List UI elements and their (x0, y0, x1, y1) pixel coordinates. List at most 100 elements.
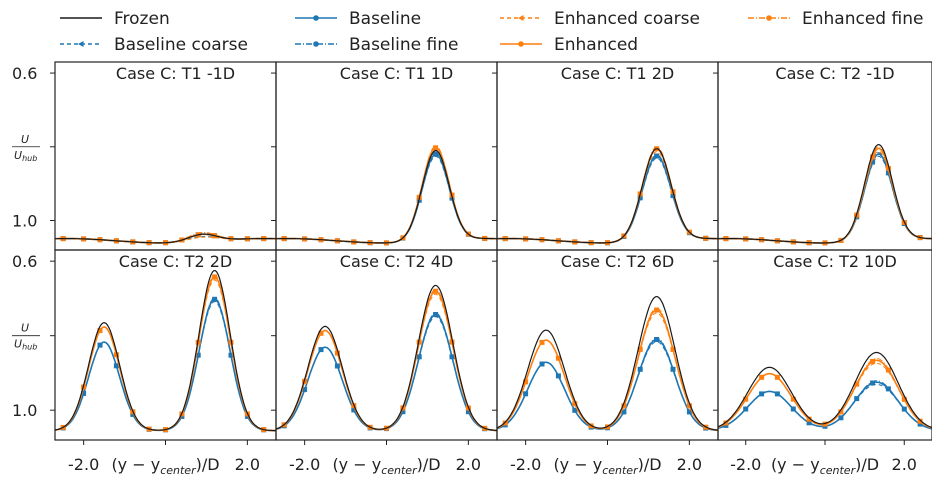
legend-label-baseline_coarse: Baseline coarse (114, 35, 248, 55)
data-point-baseline (885, 386, 891, 392)
panel-plot-area (718, 351, 932, 430)
series-line-baseline_coarse (718, 155, 932, 244)
data-point-enhanced (433, 288, 439, 294)
legend-marker-baseline (313, 15, 319, 21)
panel-frame (717, 61, 932, 251)
panel-title: Case C: T1 2D (561, 64, 674, 83)
legend-label-baseline_fine: Baseline fine (349, 35, 458, 55)
legend-marker-baseline_fine (313, 41, 319, 47)
series-line-enhanced (718, 147, 932, 244)
data-point-baseline (806, 420, 812, 426)
series-line-baseline (276, 313, 497, 432)
x-tick-label: -2.0 (730, 455, 761, 474)
panel-1: Case C: T1 -1D (50, 61, 277, 251)
panel-plot-area (276, 284, 497, 432)
series-line-enhanced_fine (718, 357, 932, 429)
data-point-enhanced (743, 396, 749, 402)
panel-title: Case C: T1 1D (340, 64, 453, 83)
series-line-frozen (718, 143, 932, 244)
x-tick-label: 2.0 (235, 455, 260, 474)
data-point-baseline (790, 406, 796, 412)
legend-marker-enhanced_fine (766, 15, 772, 21)
series-line-enhanced_coarse (497, 312, 718, 431)
x-axis-label: (y − ycenter)/D (111, 455, 219, 477)
y-tick-label: 0.6 (12, 64, 37, 83)
series-line-enhanced_fine (497, 146, 718, 244)
data-point-enhanced (854, 381, 860, 387)
series-line-enhanced_coarse (55, 279, 276, 432)
series-line-enhanced_fine (276, 288, 497, 431)
panel-title: Case C: T2 4D (340, 252, 453, 271)
panel-frame (54, 61, 277, 251)
panel-plot-area (55, 231, 276, 246)
legend: Frozen Baseline coarse Baseline Baseline fi… (60, 9, 923, 55)
series-line-enhanced (718, 359, 932, 429)
panel-title: Case C: T1 -1D (116, 64, 235, 83)
data-point-enhanced (870, 358, 876, 364)
x-axis-label: (y − ycenter)/D (332, 455, 440, 477)
panel-frame (496, 249, 719, 441)
panel-title: Case C: T2 10D (773, 252, 897, 271)
data-point-enhanced (433, 145, 439, 151)
data-point-enhanced (885, 165, 891, 171)
series-line-frozen (276, 149, 497, 244)
panel-title: Case C: T2 -1D (775, 64, 894, 83)
x-tick-label: 2.0 (677, 455, 702, 474)
legend-entry-frozen: Frozen (60, 9, 170, 29)
data-point-enhanced (901, 396, 907, 402)
panel-8: Case C: T2 10D (713, 249, 932, 445)
panel-plot-area (497, 295, 718, 432)
panel-frame (275, 61, 498, 251)
panel-plot-area (276, 145, 497, 246)
data-point-enhanced (870, 154, 876, 160)
data-point-enhanced (654, 307, 660, 313)
data-point-baseline (870, 380, 876, 386)
legend-entry-enhanced_coarse: Enhanced coarse (500, 9, 700, 29)
y-tick-label: 1.0 (12, 401, 37, 420)
series-line-enhanced_coarse (497, 151, 718, 244)
series-line-baseline (497, 338, 718, 432)
series-line-enhanced_coarse (718, 362, 932, 429)
panel-plot-area (497, 146, 718, 246)
legend-entry-baseline_coarse: Baseline coarse (60, 35, 248, 55)
panel-3: Case C: T1 2D (492, 61, 719, 251)
legend-entry-enhanced_fine: Enhanced fine (748, 9, 923, 29)
series-line-baseline_fine (55, 297, 276, 432)
legend-label-frozen: Frozen (114, 9, 170, 29)
data-point-enhanced (449, 339, 455, 345)
x-axis-label: (y − ycenter)/D (771, 455, 879, 477)
series-line-baseline_coarse (497, 341, 718, 431)
x-tick-label: -2.0 (68, 455, 99, 474)
series-line-baseline_fine (497, 154, 718, 244)
panel-5: Case C: T2 2D (50, 249, 277, 445)
data-point-enhanced (572, 401, 578, 407)
legend-entry-baseline_fine: Baseline fine (295, 35, 458, 55)
series-line-frozen (497, 295, 718, 431)
panel-frame (54, 249, 277, 441)
legend-label-baseline: Baseline (349, 9, 421, 29)
legend-label-enhanced_fine: Enhanced fine (802, 9, 923, 29)
x-tick-label: 2.0 (892, 455, 917, 474)
panel-plot-area (55, 269, 276, 433)
panels-grid: Case C: T1 -1D Case C: T1 1D Case C: T1 2D… (50, 61, 932, 445)
data-point-baseline (870, 159, 876, 165)
series-line-enhanced (497, 309, 718, 431)
data-point-baseline (654, 337, 660, 342)
panel-7: Case C: T2 6D (492, 249, 719, 445)
y-axis-label: U Uhub (12, 322, 40, 352)
panel-frame (275, 249, 498, 441)
data-point-baseline (416, 354, 422, 360)
panel-plot-area (718, 143, 932, 246)
series-line-enhanced (497, 147, 718, 244)
series-line-baseline (718, 153, 932, 244)
series-line-enhanced_fine (497, 307, 718, 431)
y-axis-labels: 0.6 1.0 U Uhub 0.6 1.0 U Uhub (12, 64, 40, 420)
panel-6: Case C: T2 4D (271, 249, 498, 445)
series-line-enhanced_coarse (718, 150, 932, 244)
legend-marker-enhanced (518, 41, 524, 47)
data-point-baseline (670, 193, 676, 199)
panel-2: Case C: T1 1D (271, 61, 498, 251)
series-line-frozen (718, 351, 932, 429)
series-line-baseline_fine (718, 152, 932, 244)
